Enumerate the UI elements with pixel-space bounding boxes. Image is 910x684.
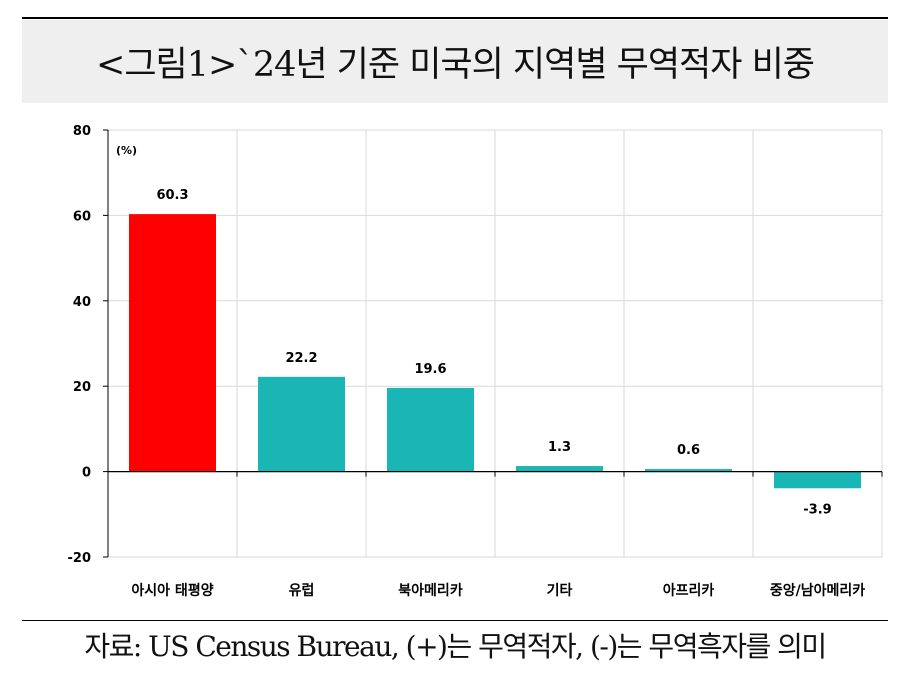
- bar: [387, 387, 474, 472]
- data-label: -3.9: [803, 502, 831, 517]
- bar: [129, 214, 216, 472]
- title-banner: <그림1>`24년 기준 미국의 지역별 무역적자 비중: [22, 20, 888, 103]
- y-tick-label: -20: [68, 551, 92, 566]
- data-label: 22.2: [285, 351, 317, 366]
- bar-chart: 80 60 40 20 0 -20 (%) 60.3 아시아 태평양 22.2 유럽 19.6 북아메리…: [68, 124, 883, 599]
- source-note: 자료: US Census Bureau, (+)는 무역적자, (-)는 무역…: [84, 630, 827, 663]
- category-label: 기타: [547, 583, 573, 599]
- bar: [645, 469, 732, 472]
- y-tick-label: 80: [73, 124, 91, 139]
- data-label: 0.6: [677, 443, 700, 458]
- bottom-rule: [22, 620, 888, 621]
- category-label: 북아메리카: [398, 582, 463, 599]
- category-label: 유럽: [289, 583, 315, 599]
- bar: [774, 471, 861, 489]
- data-label: 19.6: [414, 362, 446, 377]
- top-rule: [22, 17, 888, 19]
- y-tick-label: 40: [73, 295, 91, 310]
- category-label: 중앙/남아메리카: [770, 582, 865, 599]
- data-label: 60.3: [156, 188, 188, 203]
- category-label: 아프리카: [663, 582, 715, 599]
- y-tick-label: 20: [73, 380, 91, 395]
- y-tick-label: 60: [73, 209, 91, 224]
- bar: [258, 376, 345, 472]
- bar: [516, 466, 603, 472]
- unit-label: (%): [116, 144, 137, 157]
- data-label: 1.3: [548, 440, 571, 455]
- chart-title: <그림1>`24년 기준 미국의 지역별 무역적자 비중: [96, 45, 815, 85]
- category-label: 아시아 태평양: [131, 582, 213, 599]
- y-tick-label: 0: [82, 466, 91, 481]
